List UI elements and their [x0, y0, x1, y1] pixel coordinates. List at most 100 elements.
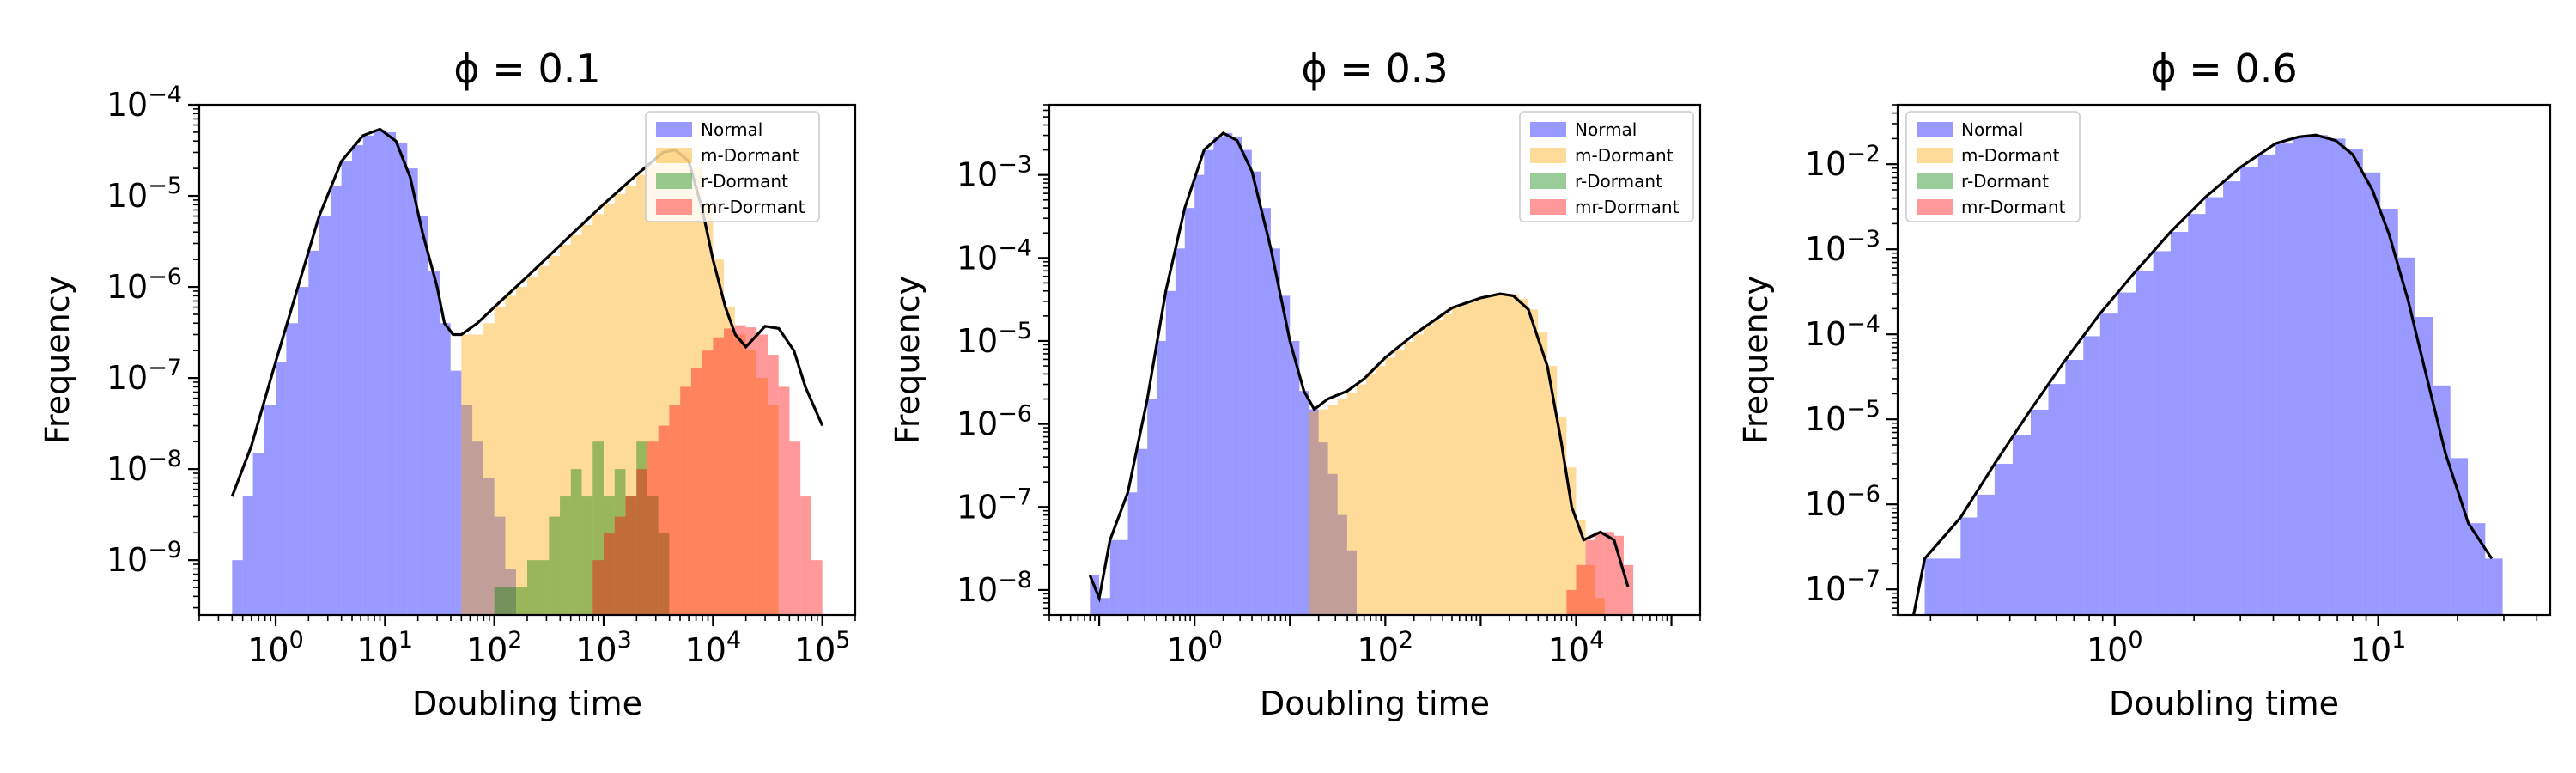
- histogram-bar: [1994, 463, 2013, 615]
- histogram-bar: [2083, 336, 2100, 615]
- legend-swatch: [1530, 173, 1566, 189]
- series-normal: [1090, 132, 1358, 615]
- histogram-bar: [549, 255, 561, 615]
- histogram-bar: [1127, 492, 1138, 615]
- legend-frame: [1519, 111, 1694, 222]
- y-tick-label: 10−4: [106, 82, 182, 124]
- histogram-bar: [669, 149, 681, 615]
- legend-label: m-Dormant: [701, 145, 799, 166]
- histogram-bar: [745, 350, 757, 615]
- histogram-bar: [1566, 589, 1577, 615]
- histogram-bar: [515, 587, 527, 615]
- histogram-bar: [1528, 309, 1539, 615]
- x-tick-label: 102: [1358, 627, 1414, 669]
- histogram-bar: [690, 368, 702, 615]
- histogram-bar: [1595, 598, 1605, 615]
- histogram-bar: [1624, 564, 1634, 615]
- legend-swatch: [1917, 122, 1953, 137]
- histogram-bar: [2048, 384, 2066, 615]
- histogram-bar: [1376, 366, 1386, 615]
- histogram-bar: [1165, 290, 1176, 615]
- x-tick-label: 103: [575, 627, 632, 669]
- histogram-bar: [439, 323, 451, 615]
- x-tick-label: 102: [466, 627, 523, 669]
- histogram-bar: [450, 370, 462, 615]
- histogram-bar: [592, 441, 605, 615]
- y-tick-label: 10−7: [106, 355, 182, 397]
- density-line: [230, 127, 824, 497]
- legend-swatch: [1530, 122, 1566, 137]
- legend-swatch: [656, 148, 692, 163]
- legend-swatch: [656, 173, 692, 189]
- y-axis: 10−9 10−8 10−7 10−6 10−5 10−4: [106, 82, 199, 609]
- x-tick-label: 101: [2350, 627, 2407, 669]
- series-m-dormant: [461, 149, 779, 615]
- y-tick-label: 10−5: [106, 173, 182, 215]
- histogram-bar: [756, 334, 768, 615]
- histogram-bar: [2257, 154, 2276, 615]
- histogram-bar: [778, 386, 790, 615]
- histogram-bar: [1576, 520, 1586, 615]
- histogram-bar: [505, 295, 516, 615]
- y-tick-label: 10−6: [957, 401, 1032, 443]
- x-tick-label: 100: [247, 627, 304, 669]
- y-tick-label: 10−7: [957, 484, 1032, 526]
- series-mr-dormant: [592, 325, 823, 615]
- histogram-bar: [734, 334, 746, 615]
- histogram-bar: [734, 325, 746, 615]
- y-tick-label: 10−3: [957, 152, 1032, 194]
- series-r-dormant: [494, 441, 670, 615]
- histogram-bar: [724, 307, 735, 615]
- histogram-bar: [1977, 494, 1995, 615]
- legend-label: r-Dormant: [1575, 171, 1662, 192]
- histogram-bar: [614, 516, 626, 615]
- legend-label: Normal: [1961, 119, 2023, 140]
- y-tick-label: 10−7: [1805, 566, 1880, 608]
- histogram-bar: [1147, 399, 1157, 615]
- histogram-bar: [242, 496, 253, 615]
- legend-label: mr-Dormant: [1575, 197, 1680, 217]
- legend-swatch: [1917, 148, 1953, 163]
- histogram-bar: [625, 496, 637, 615]
- histogram-bar: [1960, 517, 1978, 615]
- histogram-bar: [1299, 391, 1309, 615]
- histogram-bar: [276, 362, 287, 615]
- histogram-bar: [1499, 294, 1510, 615]
- histogram-bar: [1251, 171, 1261, 615]
- histogram-bar: [461, 334, 473, 615]
- histogram-bar: [483, 478, 495, 615]
- histogram-bar: [1309, 411, 1319, 615]
- histogram-bar: [1318, 409, 1328, 615]
- histogram-bar: [767, 355, 779, 615]
- y-axis-label: Frequency: [889, 276, 927, 444]
- histogram-bar: [483, 323, 495, 615]
- histogram-bar: [1175, 248, 1185, 615]
- histogram-bar: [658, 155, 670, 615]
- legend-label: Normal: [1575, 119, 1637, 140]
- histogram-bar: [1356, 384, 1367, 615]
- histogram-bar: [2468, 523, 2486, 615]
- y-axis: 10−7 10−6 10−5 10−4 10−3 10−2: [1805, 104, 1898, 616]
- histogram-bar: [2415, 316, 2433, 615]
- histogram-bar: [1595, 532, 1605, 615]
- histogram-bar: [570, 234, 582, 615]
- y-tick-label: 10−4: [1805, 311, 1880, 353]
- panel-phi-0-3: ϕ = 0.3 Doubling time Frequency 100 102 10…: [889, 46, 1702, 722]
- legend-swatch: [1917, 199, 1953, 215]
- histogram-bar: [1613, 535, 1625, 615]
- histogram-bar: [1423, 326, 1433, 615]
- histogram-bar: [2433, 385, 2451, 615]
- histogram-bar: [756, 378, 768, 615]
- density-line: [1088, 131, 1630, 603]
- histogram-bar: [472, 441, 483, 615]
- histogram-bar: [2485, 558, 2503, 615]
- histogram-bar: [2136, 271, 2154, 615]
- legend-frame: [645, 111, 820, 222]
- histogram-bar: [2397, 257, 2415, 615]
- x-axis-label: Doubling time: [2109, 685, 2339, 722]
- y-tick-label: 10−3: [1805, 226, 1880, 268]
- histogram-bar: [1385, 357, 1395, 615]
- histogram-bar: [527, 560, 538, 615]
- histogram-bar: [690, 168, 702, 615]
- histogram-bar: [308, 250, 319, 615]
